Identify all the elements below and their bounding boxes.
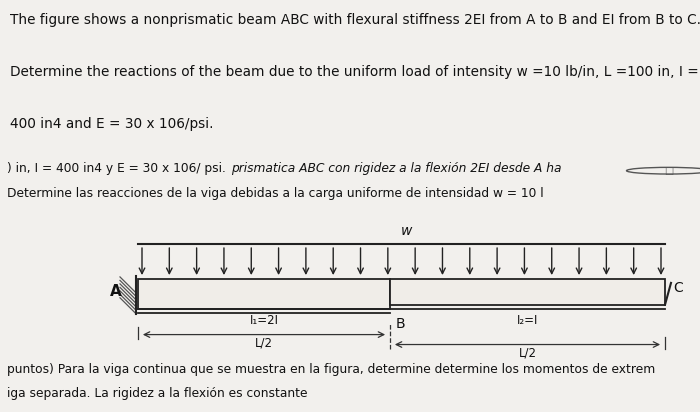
- Text: prismatica ABC con rigidez a la flexión 2EI desde A ha: prismatica ABC con rigidez a la flexión …: [231, 162, 561, 175]
- Text: w: w: [401, 224, 412, 238]
- Text: I₂=I: I₂=I: [517, 314, 538, 327]
- Text: L/2: L/2: [519, 346, 536, 360]
- Bar: [390, 279, 665, 305]
- Text: 400 in4 and E = 30 x 106/psi.: 400 in4 and E = 30 x 106/psi.: [10, 117, 214, 131]
- Text: C: C: [673, 281, 682, 295]
- Text: □: □: [664, 166, 673, 176]
- Text: Determine las reacciones de la viga debidas a la carga uniforme de intensidad w : Determine las reacciones de la viga debi…: [7, 187, 544, 200]
- Text: B: B: [396, 317, 405, 331]
- Text: A: A: [110, 284, 122, 300]
- Text: iga separada. La rigidez a la flexión es constante: iga separada. La rigidez a la flexión es…: [7, 387, 307, 400]
- Text: Determine the reactions of the beam due to the uniform load of intensity w =10 l: Determine the reactions of the beam due …: [10, 65, 699, 79]
- Bar: [138, 279, 390, 309]
- Text: puntos) Para la viga continua que se muestra en la figura, determine determine l: puntos) Para la viga continua que se mue…: [7, 363, 655, 376]
- Text: ) in, I = 400 in4 y E = 30 x 106/ psi.: ) in, I = 400 in4 y E = 30 x 106/ psi.: [7, 162, 226, 175]
- Text: The figure shows a nonprismatic beam ABC with flexural stiffness 2EI from A to B: The figure shows a nonprismatic beam ABC…: [10, 13, 700, 27]
- Text: L/2: L/2: [255, 337, 273, 349]
- Text: I₁=2I: I₁=2I: [249, 314, 279, 327]
